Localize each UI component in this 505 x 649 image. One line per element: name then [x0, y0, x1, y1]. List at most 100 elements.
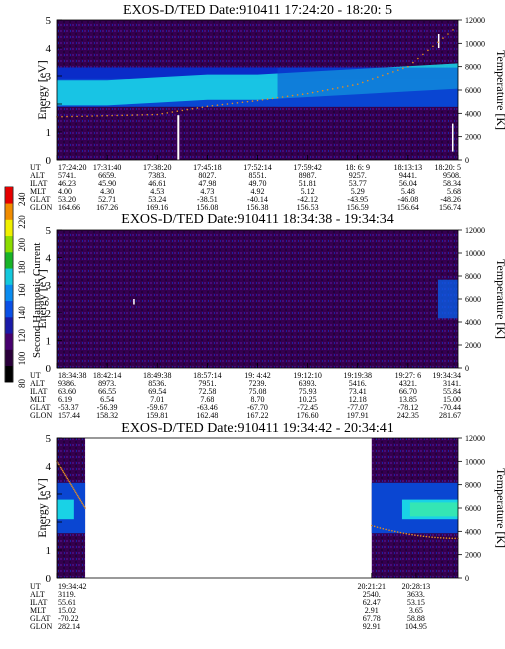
temperature-point	[73, 490, 76, 492]
temperature-point	[70, 483, 72, 486]
temperature-axis-label: Temperature [K]	[494, 50, 505, 130]
ephemeris-cell: 10.25	[299, 395, 317, 404]
ephemeris-cell: 20:28:13	[402, 582, 430, 591]
ephemeris-cell: 53.24	[148, 195, 166, 204]
temperature-point	[74, 491, 77, 494]
colorbar: 240 220 200 180 160 140 120 100 80 Second Harmon…	[4, 186, 43, 388]
ephemeris-row-label: ALT	[30, 590, 45, 599]
ephemeris-cell: 19:12:10	[293, 371, 321, 380]
ephemeris-cell: 9441.	[399, 171, 417, 180]
temperature-point	[361, 81, 364, 84]
colorbar-tick-label: 200	[17, 238, 27, 252]
temperature-point	[66, 477, 69, 480]
ephemeris-cell: 167.26	[96, 203, 118, 212]
temperature-point	[437, 41, 439, 43]
temperature-point	[417, 57, 419, 60]
colorbar-tick-label: 220	[17, 215, 27, 229]
temperature-point	[206, 105, 209, 108]
temperature-tick-label: 12000	[465, 226, 485, 235]
colorbar-ticks: 240 220 200 180 160 140 120 100 80	[17, 192, 27, 388]
temperature-point	[78, 497, 81, 500]
energy-tick-label: 1	[46, 127, 52, 139]
temperature-tick-label: 8000	[465, 272, 481, 281]
ephemeris-cell: 8987.	[299, 171, 317, 180]
temperature-tick-label: 8000	[465, 63, 481, 72]
temperature-point	[331, 88, 334, 90]
ephemeris-cell: 67.78	[363, 614, 381, 623]
ephemeris-cell: 3633.	[407, 590, 425, 599]
temperature-point	[311, 91, 314, 94]
energy-tick-label: 2	[46, 99, 52, 111]
energy-tick-label: 5	[46, 15, 52, 27]
colorbar-cell	[5, 284, 13, 302]
energy-tick-label: 1	[46, 335, 52, 347]
temperature-point	[76, 115, 78, 118]
ephemeris-cell: 18:42:14	[93, 371, 121, 380]
temperature-point	[266, 98, 269, 100]
temperature-point	[427, 49, 429, 52]
temperature-point	[422, 535, 425, 538]
temperature-point	[382, 74, 384, 77]
temperature-point	[73, 488, 75, 491]
temperature-point	[216, 104, 219, 106]
colorbar-tick-label: 140	[17, 306, 27, 320]
temperature-point	[393, 530, 396, 533]
data-gap-line	[177, 115, 180, 160]
colorbar-cell	[5, 252, 13, 269]
energy-tick-label: 4	[46, 461, 52, 473]
temperature-tick-label: 6000	[465, 504, 481, 513]
temperature-point	[106, 114, 108, 117]
temperature-point	[439, 537, 442, 539]
temperature-point	[434, 536, 436, 539]
energy-tick-label: 0	[46, 573, 52, 585]
ephemeris-row-label: MLT	[30, 606, 46, 615]
ephemeris-cell: 6393.	[299, 379, 317, 388]
ephemeris-cell: -46.08	[398, 195, 419, 204]
temperature-tick-label: 4000	[465, 527, 481, 536]
temperature-point	[221, 103, 224, 106]
ephemeris-cell: -42.12	[297, 195, 318, 204]
ephemeris-cell: 9257.	[349, 171, 367, 180]
ephemeris-cell: 19:34:34	[433, 371, 461, 380]
temperature-tick-label: 10000	[465, 39, 485, 48]
temperature-tick-label: 6000	[465, 295, 481, 304]
temperature-point	[69, 482, 71, 484]
temperature-point	[63, 472, 66, 475]
ephemeris-cell: 104.95	[405, 622, 427, 631]
temperature-trace	[56, 460, 459, 540]
band-cyan	[57, 499, 74, 520]
temperature-point	[171, 111, 174, 113]
temperature-point	[241, 101, 244, 104]
ephemeris-cell: 18: 6: 9	[346, 163, 370, 172]
ephemeris-cell: 5416.	[349, 379, 367, 388]
temperature-point	[414, 534, 416, 536]
temperature-point	[66, 115, 68, 118]
colorbar-cell	[5, 268, 13, 285]
ephemeris-cell: 4.30	[100, 187, 114, 196]
temperature-point	[176, 110, 179, 113]
temperature-point	[301, 93, 304, 95]
temperature-point	[382, 527, 385, 530]
temperature-point	[81, 502, 84, 505]
temperature-point	[146, 113, 149, 116]
colorbar-cell	[5, 365, 13, 383]
temperature-point	[71, 115, 73, 118]
ephemeris-cell: -78.12	[398, 403, 419, 412]
ephemeris-cell: 18:34:38	[58, 371, 86, 380]
ephemeris-row-label: ILAT	[30, 598, 47, 607]
ephemeris-cell: 8973.	[98, 379, 116, 388]
ephemeris-cell: 75.93	[299, 387, 317, 396]
energy-tick-label: 0	[46, 363, 52, 375]
colorbar-cell	[5, 187, 13, 204]
temperature-point	[83, 505, 85, 508]
temperature-point	[60, 468, 63, 470]
ephemeris-cell: 45.90	[98, 179, 116, 188]
ephemeris-cell: 13.85	[399, 395, 417, 404]
ephemeris-cell: 7239.	[249, 379, 267, 388]
ephemeris-cell: 156.53	[297, 203, 319, 212]
temperature-point	[447, 33, 449, 35]
ephemeris-cell: -59.67	[147, 403, 168, 412]
ephemeris-cell: -63.46	[197, 403, 218, 412]
temperature-point	[373, 525, 376, 528]
